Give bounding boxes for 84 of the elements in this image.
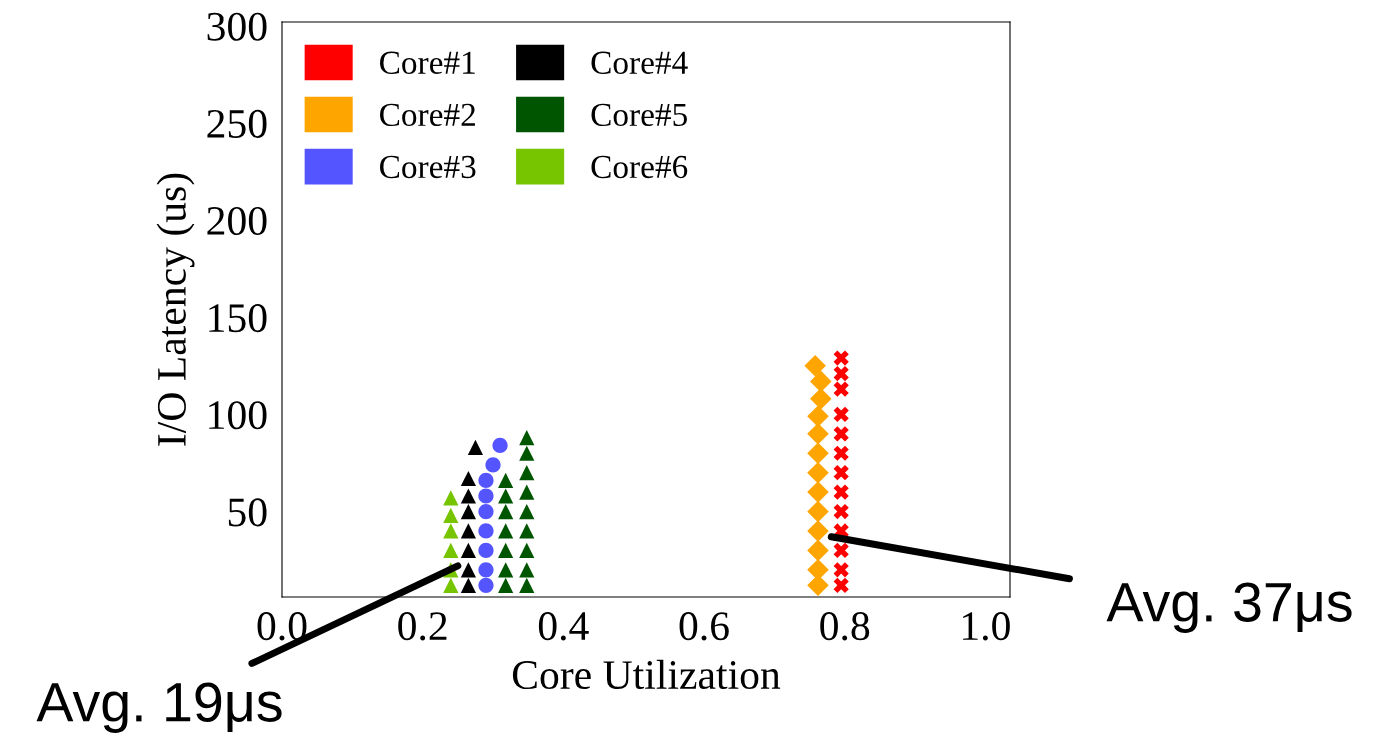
y-tick-label: 300 bbox=[207, 12, 267, 41]
point bbox=[833, 350, 849, 366]
point bbox=[443, 507, 459, 524]
point bbox=[519, 542, 535, 558]
point bbox=[807, 539, 829, 562]
point bbox=[467, 439, 484, 456]
point bbox=[807, 559, 829, 581]
point bbox=[498, 562, 514, 578]
point bbox=[460, 523, 476, 539]
point bbox=[833, 577, 849, 593]
legend-label: Core#6 bbox=[591, 155, 688, 179]
legend-label: Core#3 bbox=[380, 155, 476, 179]
legend-label: Core#1 bbox=[380, 51, 475, 74]
point bbox=[807, 405, 829, 428]
point bbox=[485, 457, 501, 473]
point bbox=[810, 370, 832, 393]
annotation: Avg. 19μs bbox=[36, 682, 282, 733]
y-tick-label: 50 bbox=[228, 498, 267, 527]
annotation: Avg. 37μs bbox=[1106, 582, 1352, 633]
point bbox=[833, 445, 849, 461]
point bbox=[498, 503, 514, 520]
point bbox=[498, 542, 514, 558]
x-tick-label: 0.4 bbox=[538, 612, 589, 641]
point bbox=[478, 488, 494, 504]
point bbox=[804, 355, 826, 377]
point bbox=[519, 577, 535, 593]
point bbox=[833, 542, 849, 558]
x-tick-label: 0.6 bbox=[679, 612, 729, 641]
point bbox=[478, 503, 494, 520]
point bbox=[519, 484, 535, 500]
point bbox=[478, 542, 494, 558]
point bbox=[478, 577, 494, 593]
point bbox=[833, 465, 849, 481]
point bbox=[460, 577, 476, 593]
point bbox=[492, 437, 508, 454]
point bbox=[807, 442, 829, 465]
y-tick-label: 100 bbox=[209, 401, 267, 430]
y-tick-label: 150 bbox=[209, 304, 267, 333]
point bbox=[498, 472, 514, 489]
point bbox=[807, 520, 829, 542]
point bbox=[443, 542, 459, 558]
point bbox=[519, 465, 535, 481]
point bbox=[460, 503, 476, 520]
legend-label: Core#4 bbox=[591, 51, 688, 74]
x-tick-label: 0.8 bbox=[820, 612, 870, 641]
point bbox=[519, 503, 535, 520]
point bbox=[478, 523, 494, 539]
point bbox=[498, 523, 514, 539]
x-tick-label: 0.0 bbox=[257, 612, 307, 641]
point bbox=[833, 503, 849, 520]
point bbox=[807, 500, 829, 523]
point bbox=[833, 426, 849, 442]
point bbox=[833, 484, 849, 500]
point bbox=[833, 562, 849, 578]
y-axis-title: I/O Latency (us) bbox=[156, 173, 195, 446]
point bbox=[519, 430, 535, 446]
point bbox=[443, 490, 459, 506]
x-axis-title: Core Utilization bbox=[512, 659, 781, 690]
x-tick-label: 1.0 bbox=[963, 612, 1010, 641]
point bbox=[833, 366, 849, 382]
point bbox=[498, 488, 514, 504]
legend-label: Core#2 bbox=[380, 103, 475, 127]
point bbox=[443, 523, 459, 539]
point bbox=[807, 481, 829, 503]
point bbox=[807, 423, 829, 445]
point bbox=[460, 488, 476, 504]
point bbox=[519, 562, 535, 578]
point bbox=[478, 562, 494, 578]
point bbox=[833, 406, 849, 423]
point bbox=[443, 577, 459, 593]
point bbox=[460, 562, 476, 578]
legend-label: Core#5 bbox=[591, 103, 687, 127]
point bbox=[498, 577, 514, 593]
point bbox=[810, 388, 832, 410]
y-tick-label: 250 bbox=[207, 109, 267, 138]
point bbox=[519, 445, 535, 461]
point bbox=[833, 381, 849, 397]
y-tick-label: 200 bbox=[207, 206, 267, 236]
point bbox=[807, 461, 829, 484]
point bbox=[460, 542, 476, 558]
point bbox=[519, 523, 535, 539]
point bbox=[460, 470, 476, 487]
x-tick-label: 0.2 bbox=[398, 612, 447, 641]
point bbox=[478, 472, 494, 489]
